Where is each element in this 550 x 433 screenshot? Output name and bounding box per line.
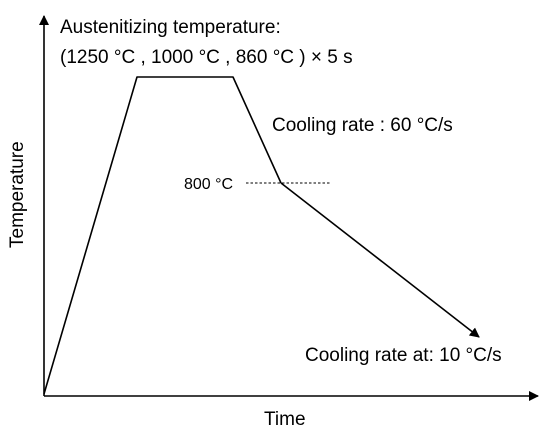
cooling-rate-60-label: Cooling rate : 60 °C/s — [272, 115, 453, 136]
temperature-800-label: 800 °C — [184, 176, 233, 193]
slow-cooling-segment — [280, 182, 480, 338]
heating-and-holding-curve — [43, 76, 282, 395]
austenitizing-conditions: (1250 °C , 1000 °C , 860 °C ) × 5 s — [60, 47, 353, 68]
austenitizing-header: Austenitizing temperature: — [60, 17, 281, 38]
x-axis-label: Time — [264, 409, 306, 430]
y-axis-label: Temperature — [7, 141, 28, 248]
cooling-rate-10-label: Cooling rate at: 10 °C/s — [305, 345, 502, 366]
